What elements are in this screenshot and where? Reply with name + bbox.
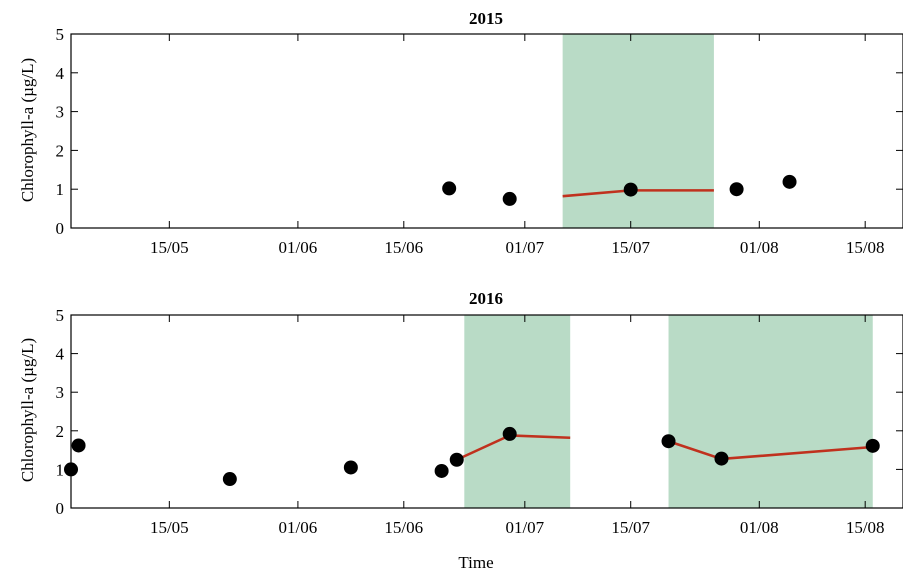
- x-tick-label: 01/06: [279, 518, 318, 537]
- y-tick-label: 3: [56, 103, 65, 122]
- y-tick-label: 4: [56, 64, 65, 83]
- x-tick-label: 15/05: [150, 518, 189, 537]
- panel-title: 2016: [469, 289, 503, 308]
- data-point: [434, 463, 449, 478]
- x-tick-label: 01/07: [505, 518, 544, 537]
- x-tick-label: 15/05: [150, 238, 189, 257]
- panel-2016: 2016 Chlorophyll-a (µg/L) 0 1 2 3 4 5 15/05 01/…: [18, 289, 903, 537]
- y-axis-label: Chlorophyll-a (µg/L): [18, 58, 37, 202]
- data-point: [343, 460, 358, 475]
- x-tick-label: 15/06: [384, 518, 423, 537]
- y-tick-label: 0: [56, 219, 65, 238]
- x-tick-label: 15/07: [611, 238, 650, 257]
- x-tick-label: 15/06: [384, 238, 423, 257]
- x-tick-label: 15/07: [611, 518, 650, 537]
- data-point: [71, 438, 86, 453]
- y-tick-label: 5: [56, 25, 65, 44]
- data-point: [782, 174, 797, 189]
- data-point: [442, 181, 457, 196]
- data-point: [661, 434, 676, 449]
- y-tick-label: 4: [56, 345, 65, 364]
- shaded-period: [668, 315, 873, 508]
- x-tick-label: 15/08: [846, 518, 885, 537]
- panel-2015: 2015 Chlorophyll-a (µg/L) 0 1 2 3 4 5 15/05 01/…: [18, 9, 903, 257]
- x-tick-label: 01/06: [279, 238, 318, 257]
- x-axis-label: Time: [458, 553, 493, 572]
- x-tick-label: 01/07: [505, 238, 544, 257]
- shaded-period: [464, 315, 571, 508]
- panel-title: 2015: [469, 9, 503, 28]
- y-tick-label: 1: [56, 460, 65, 479]
- y-tick-label: 2: [56, 422, 65, 441]
- y-tick-label: 1: [56, 180, 65, 199]
- data-point: [714, 451, 729, 466]
- y-tick-label: 3: [56, 383, 65, 402]
- x-tick-label: 15/08: [846, 238, 885, 257]
- shaded-period: [562, 34, 714, 228]
- data-point: [502, 426, 517, 441]
- y-axis-label: Chlorophyll-a (µg/L): [18, 338, 37, 482]
- data-point: [865, 438, 880, 453]
- data-point: [64, 462, 78, 477]
- plot-frame: [70, 314, 903, 509]
- plot-frame: [70, 33, 903, 229]
- data-point: [502, 191, 517, 206]
- data-point: [449, 452, 464, 467]
- y-tick-label: 0: [56, 499, 65, 518]
- data-point: [222, 472, 237, 487]
- x-tick-label: 01/08: [740, 518, 779, 537]
- y-tick-label: 5: [56, 306, 65, 325]
- x-tick-label: 01/08: [740, 238, 779, 257]
- y-tick-label: 2: [56, 141, 65, 160]
- data-point: [729, 182, 744, 197]
- data-point: [623, 182, 638, 197]
